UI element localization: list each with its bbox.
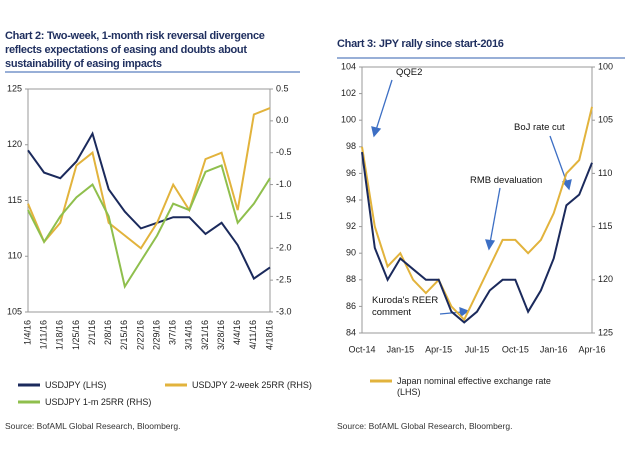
legend-label: USDJPY (LHS) — [45, 380, 107, 390]
y-tick-label: 84 — [346, 327, 356, 337]
plot-frame — [27, 88, 271, 313]
y-tick-label: 0.0 — [276, 115, 289, 125]
x-tick-label: 2/29/16 — [151, 320, 161, 350]
series-line — [27, 131, 271, 281]
y-tick-label: 100 — [598, 61, 613, 71]
y-tick-label: -2.5 — [276, 275, 292, 285]
x-tick-label: 1/4/16 — [22, 320, 32, 345]
y-tick-label: -2.0 — [276, 243, 292, 253]
y-tick-label: 102 — [341, 88, 356, 98]
x-tick-label: Apr-16 — [578, 344, 605, 354]
y-tick-label: 115 — [8, 195, 22, 205]
x-tick-label: 3/28/16 — [216, 320, 226, 350]
y-tick-label: 105 — [7, 306, 22, 316]
x-tick-label: 4/18/16 — [264, 320, 274, 350]
x-tick-label: 3/14/16 — [184, 320, 194, 350]
y-tick-label: 120 — [7, 139, 22, 149]
y-tick-label: 90 — [346, 248, 356, 258]
y-tick-label: 86 — [346, 301, 356, 311]
annotation: BoJ rate cut — [514, 122, 565, 133]
y-tick-label: 104 — [341, 61, 356, 71]
y-tick-label: -0.5 — [276, 147, 292, 157]
y-tick-label: 98 — [346, 141, 356, 151]
y-tick-label: 110 — [8, 251, 22, 261]
y-tick-label: -1.0 — [276, 179, 292, 189]
x-tick-label: 2/8/16 — [103, 320, 113, 345]
y-tick-label: 115 — [598, 221, 612, 231]
x-tick-label: 1/18/16 — [55, 320, 65, 350]
y-tick-label: -1.5 — [276, 211, 292, 221]
x-tick-label: 2/22/16 — [135, 320, 145, 350]
source: Source: BofAML Global Research, Bloomber… — [337, 421, 513, 431]
chart-title: Chart 3: JPY rally since start-2016 — [337, 38, 504, 50]
y-tick-label: 110 — [598, 168, 612, 178]
y-tick-label: 120 — [598, 274, 613, 284]
annotation: RMB devaluation — [470, 175, 543, 186]
y-tick-label: 125 — [7, 83, 22, 93]
x-tick-label: Apr-15 — [425, 344, 452, 354]
series-line — [361, 106, 593, 322]
x-tick-label: 4/11/16 — [248, 320, 258, 349]
x-tick-label: 3/21/16 — [200, 320, 210, 350]
x-tick-label: 1/11/16 — [39, 320, 49, 349]
source: Source: BofAML Global Research, Bloomber… — [5, 421, 181, 431]
x-tick-label: 2/15/16 — [119, 320, 129, 350]
y-tick-label: 96 — [346, 168, 356, 178]
y-tick-label: 100 — [341, 115, 356, 125]
x-tick-label: Jul-15 — [465, 344, 490, 354]
series-line — [361, 151, 593, 324]
annotation-arrows — [371, 79, 572, 318]
y-tick-label: 94 — [346, 194, 356, 204]
series-line — [27, 107, 271, 250]
chart-title: Chart 2: Two-week, 1-month risk reversal… — [5, 30, 265, 70]
x-tick-label: Oct-15 — [502, 344, 529, 354]
legend-label: Japan nominal effective exchange rate (L… — [397, 376, 551, 397]
legend-label: USDJPY 1-m 25RR (RHS) — [45, 397, 152, 407]
y-tick-label: -3.0 — [276, 306, 292, 316]
y-tick-label: 105 — [598, 115, 613, 125]
x-tick-label: 4/4/16 — [232, 320, 242, 345]
series-line — [27, 164, 271, 290]
x-tick-label: Jan-15 — [387, 344, 415, 354]
x-tick-label: 3/7/16 — [168, 320, 178, 345]
x-tick-label: 2/1/16 — [87, 320, 97, 345]
y-tick-label: 92 — [346, 221, 356, 231]
x-tick-label: Jan-16 — [540, 344, 568, 354]
y-tick-label: 0.5 — [276, 83, 289, 93]
annotation: QQE2 — [396, 67, 423, 78]
x-tick-label: 1/25/16 — [71, 320, 81, 350]
legend-label: USDJPY 2-week 25RR (RHS) — [192, 380, 312, 390]
y-tick-label: 125 — [598, 327, 613, 337]
annotation: Kuroda's REER comment — [372, 295, 439, 318]
x-tick-label: Oct-14 — [348, 344, 375, 354]
y-tick-label: 88 — [346, 274, 356, 284]
